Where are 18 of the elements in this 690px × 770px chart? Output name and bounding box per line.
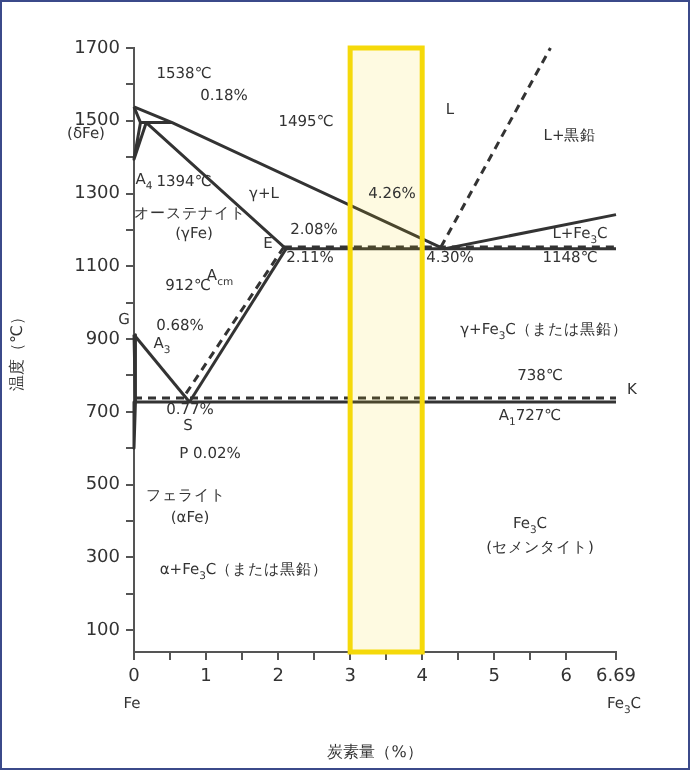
y-axis-title: 温度（℃） xyxy=(7,309,26,391)
y-tick-label: 1700 xyxy=(74,38,121,59)
y-tick-label: 900 xyxy=(85,329,121,350)
y-tick-label: 500 xyxy=(85,475,121,496)
x-tick-label: 1 xyxy=(200,667,212,688)
x-axis-title: 炭素量（%） xyxy=(327,742,423,761)
x-tick-label: 4 xyxy=(416,667,429,688)
x-tick-label: 2 xyxy=(272,667,284,688)
x-tick-label: 0 xyxy=(128,667,141,688)
x-tick-label: 6.69 xyxy=(595,667,637,688)
x-tick-label: 3 xyxy=(344,667,356,688)
x-tick-label: 6 xyxy=(560,667,573,688)
y-tick-label: 1300 xyxy=(74,184,121,205)
y-tick-label: 700 xyxy=(85,402,121,423)
y-tick-label: 100 xyxy=(85,620,121,641)
y-tick-label: 1100 xyxy=(74,257,121,277)
y-tick-label: 300 xyxy=(85,548,121,569)
x-tick-label: 5 xyxy=(488,667,500,688)
